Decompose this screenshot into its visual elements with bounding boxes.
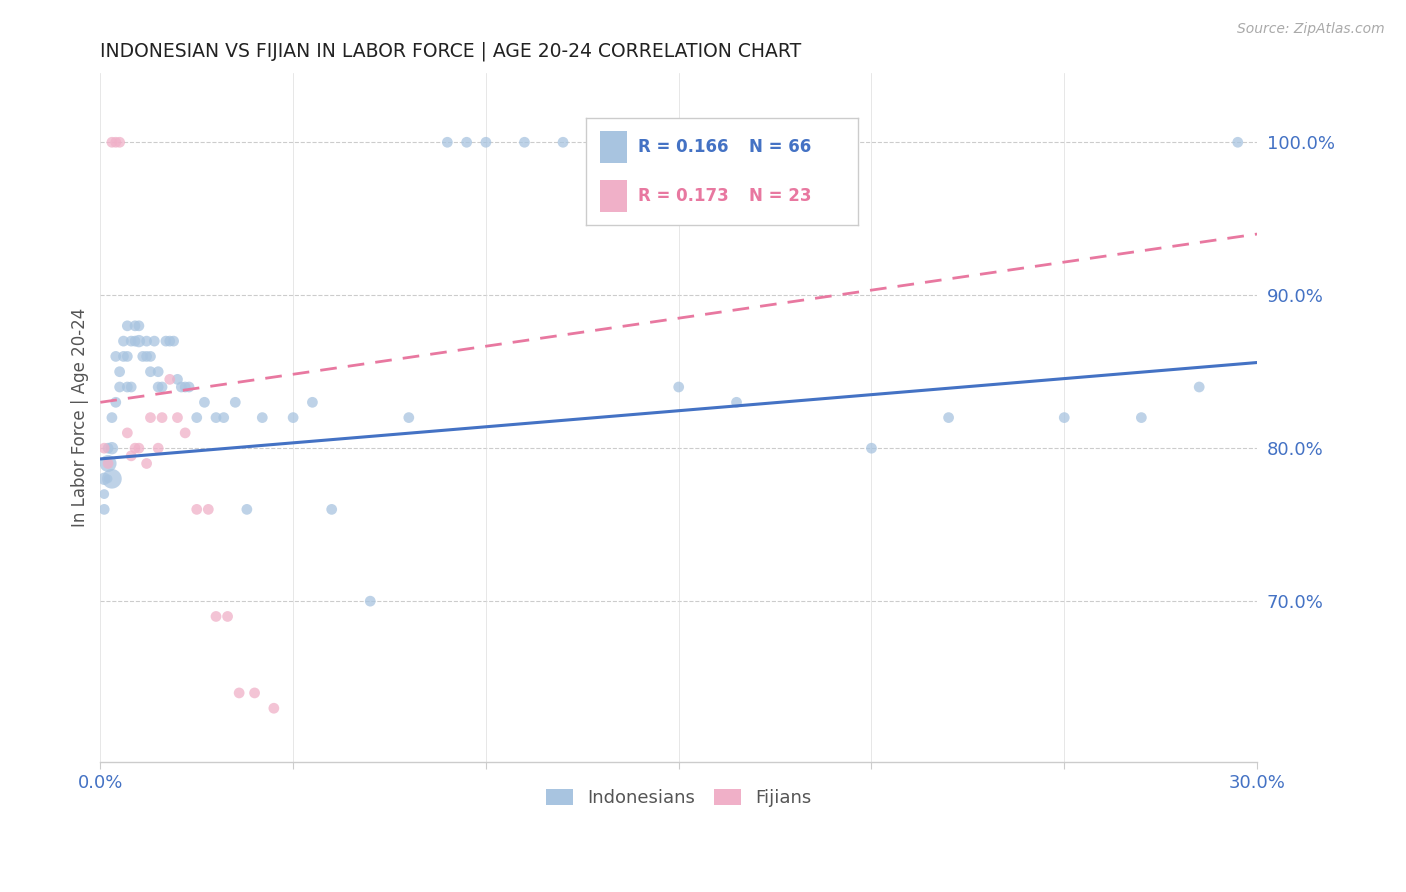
Point (93, 502, 115, 516)
Point (236, 502, 259, 516)
Point (139, 350, 162, 364)
Point (197, 502, 219, 516)
Point (1130, 410, 1153, 425)
Point (205, 609, 228, 624)
Point (124, 318, 146, 333)
Point (93, 441, 115, 455)
Point (93, 487, 115, 501)
Point (93, 472, 115, 486)
Point (243, 686, 266, 700)
Point (456, 135, 478, 149)
Point (120, 334, 142, 348)
Point (101, 441, 124, 455)
Point (174, 425, 197, 440)
Point (159, 334, 181, 348)
Point (117, 350, 139, 364)
Point (398, 410, 420, 425)
Point (101, 410, 124, 425)
Point (117, 318, 139, 333)
Point (97, 457, 120, 471)
Y-axis label: In Labor Force | Age 20-24: In Labor Force | Age 20-24 (72, 308, 89, 527)
Point (174, 380, 197, 394)
Point (117, 425, 139, 440)
Point (177, 380, 200, 394)
Point (124, 441, 146, 455)
Point (359, 594, 381, 608)
Point (132, 350, 155, 364)
Point (1053, 410, 1076, 425)
Point (281, 410, 304, 425)
Point (159, 372, 181, 386)
Point (97, 441, 120, 455)
Point (128, 318, 150, 333)
Point (205, 410, 228, 425)
Point (104, 395, 127, 409)
Point (186, 410, 208, 425)
Point (228, 686, 250, 700)
Point (263, 701, 285, 715)
Point (193, 395, 215, 409)
Point (104, 350, 127, 364)
Point (135, 457, 157, 471)
Point (166, 410, 188, 425)
Point (108, 380, 131, 394)
Point (551, 135, 574, 149)
Point (148, 380, 170, 394)
Point (117, 380, 139, 394)
Point (628, 135, 651, 149)
Point (150, 380, 173, 394)
Point (212, 410, 235, 425)
Point (120, 449, 142, 463)
Point (166, 372, 188, 386)
Point (128, 441, 150, 455)
Point (104, 135, 127, 149)
Point (150, 410, 173, 425)
Point (135, 334, 157, 348)
Text: Source: ZipAtlas.com: Source: ZipAtlas.com (1237, 22, 1385, 37)
Point (120, 380, 142, 394)
Point (135, 350, 157, 364)
Point (148, 365, 170, 379)
Point (475, 135, 498, 149)
Point (128, 334, 150, 348)
Point (224, 395, 246, 409)
Point (860, 441, 883, 455)
Point (725, 395, 748, 409)
Point (108, 365, 131, 379)
Point (101, 472, 124, 486)
Point (139, 365, 162, 379)
Point (108, 135, 131, 149)
Point (162, 334, 184, 348)
Point (1226, 135, 1249, 149)
Point (938, 410, 960, 425)
Point (101, 135, 124, 149)
Point (148, 441, 170, 455)
Point (252, 410, 274, 425)
Point (155, 334, 177, 348)
Point (97, 457, 120, 471)
Point (1188, 380, 1211, 394)
Point (668, 380, 690, 394)
Point (112, 350, 135, 364)
Text: INDONESIAN VS FIJIAN IN LABOR FORCE | AGE 20-24 CORRELATION CHART: INDONESIAN VS FIJIAN IN LABOR FORCE | AG… (100, 42, 801, 62)
Legend: Indonesians, Fijians: Indonesians, Fijians (538, 782, 818, 814)
Point (321, 502, 343, 516)
Point (170, 380, 193, 394)
Point (513, 135, 536, 149)
Point (143, 334, 166, 348)
Point (217, 609, 239, 624)
Point (97, 472, 120, 486)
Point (186, 502, 208, 516)
Point (124, 334, 146, 348)
Point (436, 135, 458, 149)
Point (301, 395, 323, 409)
Point (139, 410, 162, 425)
Point (112, 334, 135, 348)
